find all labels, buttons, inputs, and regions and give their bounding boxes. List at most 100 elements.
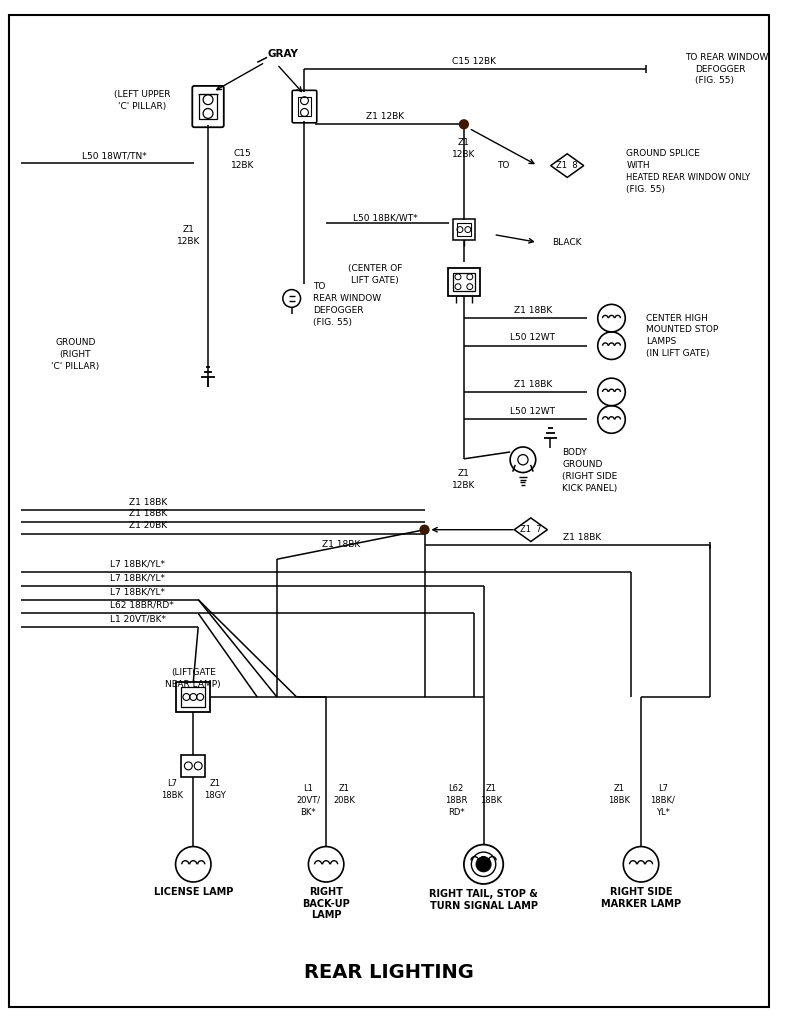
Text: BLACK: BLACK <box>552 238 582 247</box>
Circle shape <box>471 852 496 877</box>
Text: L7 18BK/YL*: L7 18BK/YL* <box>110 587 165 596</box>
Text: Z1  7: Z1 7 <box>520 525 541 535</box>
Text: Z1: Z1 <box>458 138 470 147</box>
Text: Z1: Z1 <box>210 779 221 788</box>
Text: BACK-UP: BACK-UP <box>303 899 350 908</box>
Text: Z1 18BK: Z1 18BK <box>514 306 552 314</box>
Text: L7 18BK/YL*: L7 18BK/YL* <box>110 560 165 568</box>
Text: TO REAR WINDOW: TO REAR WINDOW <box>686 53 768 61</box>
Text: L62 18BR/RD*: L62 18BR/RD* <box>110 601 173 610</box>
Text: (LIFTGATE: (LIFTGATE <box>171 668 216 677</box>
Text: GROUND: GROUND <box>55 338 95 347</box>
Text: DEFOGGER: DEFOGGER <box>695 65 745 74</box>
Text: YL*: YL* <box>656 808 670 816</box>
Text: L50 18WT/TN*: L50 18WT/TN* <box>82 152 147 161</box>
Text: Z1 18BK: Z1 18BK <box>322 540 360 549</box>
Text: 12BK: 12BK <box>452 481 476 489</box>
Text: (FIG. 55): (FIG. 55) <box>626 184 665 194</box>
Text: DEFOGGER: DEFOGGER <box>314 306 364 314</box>
Text: LICENSE LAMP: LICENSE LAMP <box>154 887 233 897</box>
Text: L62: L62 <box>448 784 463 793</box>
Text: LAMP: LAMP <box>311 910 341 921</box>
Text: RD*: RD* <box>448 808 464 816</box>
Text: 'C' PILLAR): 'C' PILLAR) <box>51 361 99 371</box>
Text: 18BK/: 18BK/ <box>650 796 675 805</box>
Text: Z1 20BK: Z1 20BK <box>129 521 167 530</box>
Bar <box>453 219 474 241</box>
Text: GROUND: GROUND <box>563 460 603 469</box>
Text: (RIGHT: (RIGHT <box>59 350 91 359</box>
Text: 20VT/: 20VT/ <box>296 796 321 805</box>
Text: Z1: Z1 <box>614 784 625 793</box>
Text: REAR LIGHTING: REAR LIGHTING <box>304 963 474 982</box>
Text: L50 12WT: L50 12WT <box>511 408 556 416</box>
Text: Z1 18BK: Z1 18BK <box>129 498 168 507</box>
Text: REAR WINDOW: REAR WINDOW <box>314 294 381 303</box>
Text: GRAY: GRAY <box>267 49 298 59</box>
Text: TURN SIGNAL LAMP: TURN SIGNAL LAMP <box>429 901 537 910</box>
Text: MARKER LAMP: MARKER LAMP <box>601 899 681 908</box>
Text: L1: L1 <box>303 784 314 793</box>
Text: C15: C15 <box>233 150 251 159</box>
Text: Z1 12BK: Z1 12BK <box>366 112 404 121</box>
Text: Z1 18BK: Z1 18BK <box>129 510 168 518</box>
Text: L1 20VT/BK*: L1 20VT/BK* <box>110 614 165 624</box>
Text: 12BK: 12BK <box>452 151 476 160</box>
Text: LAMPS: LAMPS <box>646 337 676 346</box>
Text: LIFT GATE): LIFT GATE) <box>351 276 400 286</box>
Text: 20BK: 20BK <box>333 796 355 805</box>
Text: 12BK: 12BK <box>177 237 200 246</box>
Text: (IN LIFT GATE): (IN LIFT GATE) <box>646 349 709 358</box>
Text: 18BK: 18BK <box>161 791 183 800</box>
Text: TO: TO <box>314 283 325 291</box>
Text: (FIG. 55): (FIG. 55) <box>695 77 734 85</box>
Text: (LEFT UPPER: (LEFT UPPER <box>113 90 170 99</box>
Bar <box>457 222 470 237</box>
Text: GROUND SPLICE: GROUND SPLICE <box>626 150 700 159</box>
Text: L7 18BK/YL*: L7 18BK/YL* <box>110 573 165 583</box>
Text: 18BR: 18BR <box>445 796 467 805</box>
Text: Z1  8: Z1 8 <box>556 161 578 170</box>
Text: L7: L7 <box>166 779 177 788</box>
Text: NEAR LAMP): NEAR LAMP) <box>165 680 221 689</box>
Text: HEATED REAR WINDOW ONLY: HEATED REAR WINDOW ONLY <box>626 173 750 182</box>
Text: L7: L7 <box>658 784 667 793</box>
Text: (RIGHT SIDE: (RIGHT SIDE <box>563 472 618 481</box>
Text: (FIG. 55): (FIG. 55) <box>314 317 352 327</box>
Text: 12BK: 12BK <box>231 161 255 170</box>
Circle shape <box>459 120 468 129</box>
Text: BODY: BODY <box>563 449 587 458</box>
Bar <box>453 272 474 291</box>
Circle shape <box>420 525 429 535</box>
Bar <box>448 268 480 296</box>
Text: Z1 18BK: Z1 18BK <box>563 534 601 542</box>
Bar <box>199 94 217 120</box>
Circle shape <box>476 857 491 871</box>
Text: Z1: Z1 <box>338 784 349 793</box>
Text: RIGHT: RIGHT <box>309 887 343 897</box>
Text: WITH: WITH <box>626 161 650 170</box>
Text: 18GY: 18GY <box>204 791 226 800</box>
Text: RIGHT SIDE: RIGHT SIDE <box>610 887 672 897</box>
Text: 18BK: 18BK <box>481 796 503 805</box>
Text: L50 18BK/WT*: L50 18BK/WT* <box>353 213 418 222</box>
Text: L50 12WT: L50 12WT <box>511 334 556 342</box>
Text: 'C' PILLAR): 'C' PILLAR) <box>118 102 166 111</box>
Text: Z1: Z1 <box>182 225 195 234</box>
Text: Z1 18BK: Z1 18BK <box>514 380 552 388</box>
Bar <box>181 755 205 777</box>
Text: (CENTER OF: (CENTER OF <box>348 264 403 273</box>
Text: TO: TO <box>497 161 509 170</box>
Text: MOUNTED STOP: MOUNTED STOP <box>646 326 718 335</box>
Text: C15 12BK: C15 12BK <box>452 56 496 66</box>
Text: 18BK: 18BK <box>608 796 630 805</box>
Text: Z1: Z1 <box>486 784 497 793</box>
Text: BK*: BK* <box>300 808 316 816</box>
Text: CENTER HIGH: CENTER HIGH <box>646 313 708 323</box>
Bar <box>176 682 210 712</box>
Bar <box>181 687 205 707</box>
Text: KICK PANEL): KICK PANEL) <box>563 484 618 493</box>
Bar <box>298 96 311 117</box>
Text: Z1: Z1 <box>458 469 470 478</box>
Text: RIGHT TAIL, STOP &: RIGHT TAIL, STOP & <box>429 889 538 899</box>
